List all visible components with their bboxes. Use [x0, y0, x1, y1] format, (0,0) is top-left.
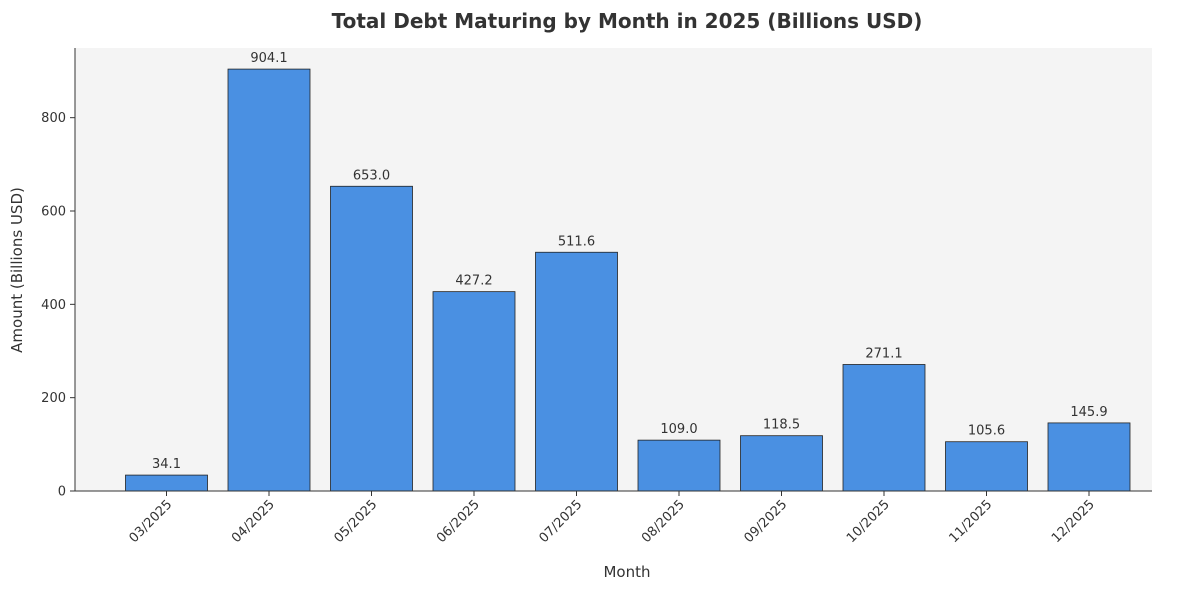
data-labels-group: 34.1 904.1 653.0 427.2 511.6 109.0 118.5 271.1 1…	[152, 51, 1108, 472]
x-tick-label: 11/2025	[947, 497, 996, 546]
bars-group	[125, 68, 1131, 492]
x-tick-label: 08/2025	[639, 497, 688, 546]
chart-title: Total Debt Maturing by Month in 2025 (Bi…	[332, 9, 923, 33]
bar-08-2025	[637, 439, 721, 492]
x-tick-label: 12/2025	[1049, 497, 1098, 546]
data-label: 511.6	[558, 234, 595, 249]
x-tick-label: 05/2025	[332, 497, 381, 546]
data-label: 904.1	[250, 51, 287, 66]
bar-07-2025	[535, 251, 618, 492]
data-label: 271.1	[865, 346, 902, 361]
data-label: 109.0	[660, 422, 697, 437]
x-axis-label: Month	[603, 563, 650, 581]
y-tick-label: 600	[41, 205, 66, 220]
data-label: 427.2	[455, 274, 492, 289]
x-tick-label: 10/2025	[844, 497, 893, 546]
data-label: 105.6	[968, 424, 1005, 439]
x-tick-label: 03/2025	[127, 497, 176, 546]
bar-04-2025	[227, 68, 311, 492]
data-label: 145.9	[1070, 405, 1107, 420]
bar-11-2025	[945, 441, 1028, 492]
data-label: 34.1	[152, 457, 181, 472]
data-label: 653.0	[353, 168, 390, 183]
bar-10-2025	[842, 364, 926, 492]
bar-09-2025	[740, 435, 823, 492]
y-axis-label: Amount (Billions USD)	[8, 187, 26, 353]
data-label: 118.5	[763, 418, 800, 433]
y-tick-label: 0	[58, 485, 66, 500]
bar-03-2025	[125, 474, 208, 492]
x-tick-label: 09/2025	[742, 497, 791, 546]
bar-12-2025	[1047, 422, 1131, 492]
bar-06-2025	[432, 291, 516, 492]
bar-05-2025	[330, 185, 413, 492]
x-tick-label: 06/2025	[434, 497, 483, 546]
y-tick-label: 800	[41, 111, 66, 126]
y-tick-label: 400	[41, 298, 66, 313]
y-ticks-group: 0 200 400 600 800	[41, 111, 75, 500]
y-tick-label: 200	[41, 391, 66, 406]
x-ticks-group: 03/2025 04/2025 05/2025 06/2025 07/2025 08/20…	[127, 491, 1098, 546]
x-tick-label: 04/2025	[229, 497, 278, 546]
x-tick-label: 07/2025	[537, 497, 586, 546]
